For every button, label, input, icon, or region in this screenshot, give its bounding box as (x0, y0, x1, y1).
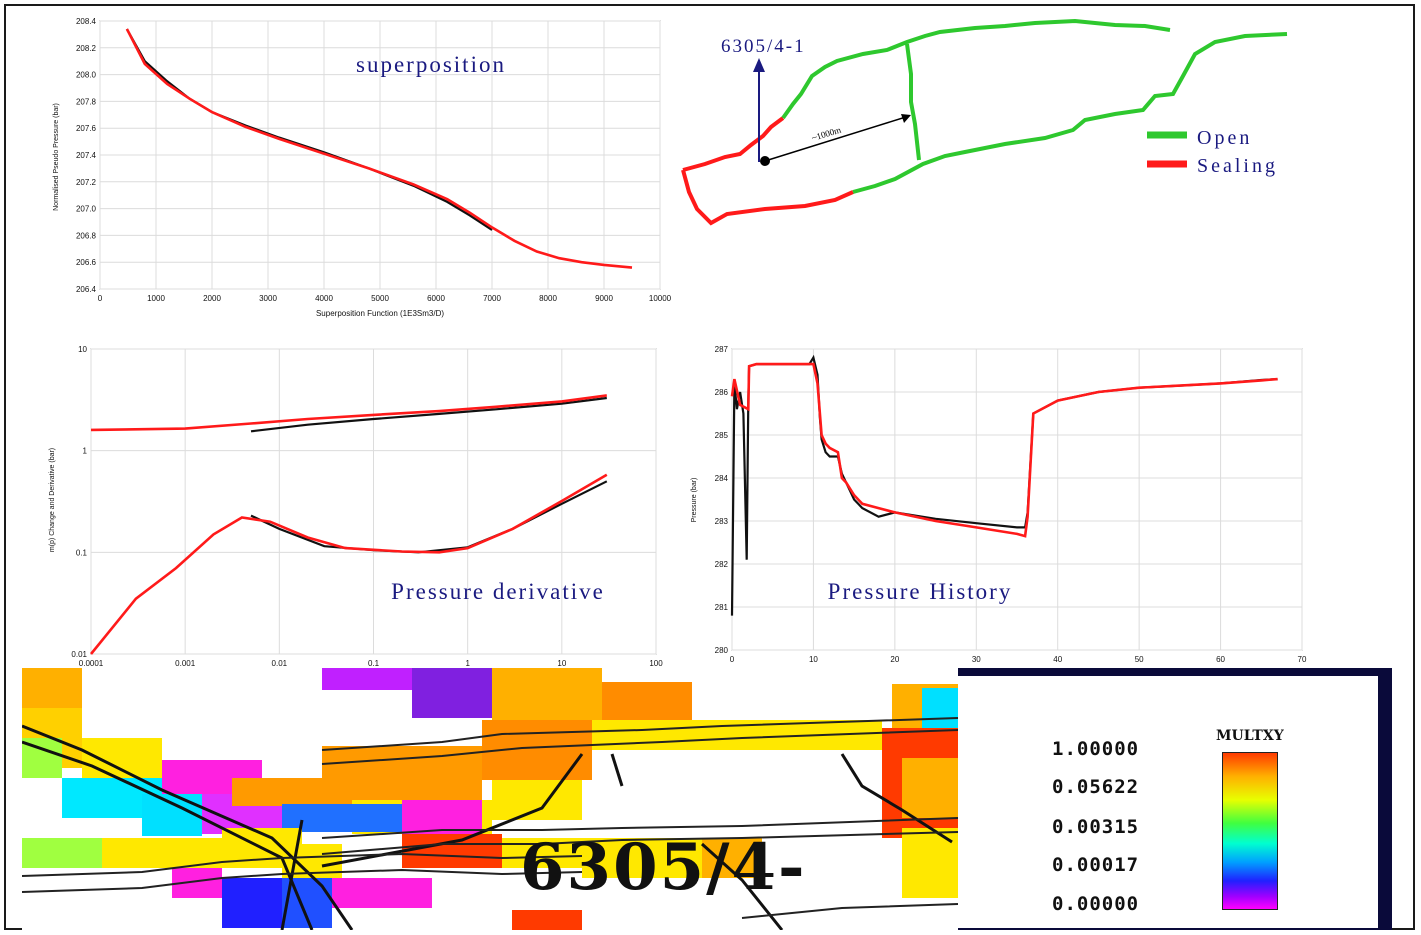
y-tick-label: 286 (715, 388, 729, 397)
y-tick-label: 284 (715, 474, 729, 483)
colorbar-title: MULTXY (1216, 728, 1284, 744)
colorbar-value: 0.00017 (1052, 854, 1140, 876)
x-tick-label: 50 (1135, 655, 1144, 664)
y-tick-label: 281 (715, 603, 729, 612)
plot-frame (731, 348, 1303, 651)
y-tick-label: 206.4 (76, 285, 97, 294)
x-tick-label: 7000 (483, 294, 501, 303)
pressure-derivative-chart: 10 1 0.1 0.01 0.0001 0.001 0.01 0.1 1 10 100 m(p)… (49, 345, 663, 668)
distance-label: ~1000m (811, 125, 842, 143)
y-tick-label: 208.4 (76, 17, 97, 26)
y-tick-label: 280 (715, 646, 729, 655)
x-tick-label: 0 (730, 655, 735, 664)
well-label: 6305/4-1 (721, 36, 806, 57)
x-tick-label: 100 (649, 659, 663, 668)
x-tick-label: 1000 (147, 294, 165, 303)
chart-title: superposition (356, 52, 506, 77)
x-tick-label: 4000 (315, 294, 333, 303)
y-tick-label: 208.0 (76, 71, 97, 80)
legend-open-label: Open (1197, 127, 1252, 149)
fault-traces (22, 724, 953, 930)
superposition-panel: 0 1000 2000 3000 4000 5000 6000 7000 8000 9000 100… (46, 12, 686, 322)
well-label: 6305/4- (520, 830, 807, 905)
y-axis-label: m(p) Change and Derivative (bar) (49, 448, 56, 552)
colorbar-value: 1.00000 (1052, 738, 1140, 760)
x-tick-label: 6000 (427, 294, 445, 303)
x-tick-label: 5000 (371, 294, 389, 303)
x-axis-label: Superposition Function (1E3Sm3/D) (316, 309, 444, 318)
x-tick-label: 10 (557, 659, 566, 668)
open-fault-upper (781, 18, 1171, 120)
well-arrow-head (753, 58, 765, 72)
fault-map-panel: 6305/4-1 ~1000m Open Sealing (675, 14, 1315, 234)
horizon-traces (22, 717, 959, 919)
y-tick-label: 1 (83, 447, 88, 456)
y-tick-label: 283 (715, 517, 729, 526)
series-line-0 (250, 396, 607, 433)
colorbar-value: 0.00000 (1052, 893, 1140, 915)
colorbar-gradient (1222, 752, 1278, 910)
colorbar-value: 0.00315 (1052, 816, 1140, 838)
y-axis-label: Pressure (bar) (691, 478, 698, 523)
x-tick-label: 2000 (203, 294, 221, 303)
colorbar-value: 0.05622 (1052, 776, 1140, 798)
y-tick-label: 207.8 (76, 97, 97, 106)
multxy-grid-panel: 6305/4- MULTXY 1.00000 0.05622 0.00315 0… (22, 668, 1392, 930)
chart-title: Pressure History (828, 579, 1013, 604)
y-tick-label: 207.6 (76, 124, 97, 133)
y-tick-label: 10 (78, 345, 87, 354)
superposition-chart: 0 1000 2000 3000 4000 5000 6000 7000 8000 9000 100… (53, 17, 672, 318)
x-tick-label: 10 (809, 655, 818, 664)
x-tick-label: 0.0001 (79, 659, 104, 668)
x-tick-label: 0.01 (272, 659, 288, 668)
pressure-derivative-panel: 10 1 0.1 0.01 0.0001 0.001 0.01 0.1 1 10 100 m(p)… (40, 340, 670, 670)
multxy-grid-map (22, 668, 959, 930)
y-tick-label: 207.0 (76, 205, 97, 214)
legend-sealing-label: Sealing (1197, 155, 1278, 177)
sealing-fault-lower (681, 169, 854, 226)
x-tick-label: 1 (465, 659, 470, 668)
y-tick-label: 208.2 (76, 44, 97, 53)
y-tick-label: 207.4 (76, 151, 97, 160)
x-tick-label: 20 (890, 655, 899, 664)
x-tick-label: 40 (1053, 655, 1062, 664)
x-tick-label: 0.1 (368, 659, 380, 668)
x-tick-label: 0.001 (175, 659, 196, 668)
y-tick-label: 287 (715, 345, 729, 354)
colorbar-legend: MULTXY 1.00000 0.05622 0.00315 0.00017 0… (958, 676, 1378, 928)
x-tick-label: 10000 (649, 294, 672, 303)
chart-title: Pressure derivative (391, 579, 605, 604)
y-axis-label: Normalised Pseudo Pressure (bar) (53, 103, 60, 211)
y-tick-label: 285 (715, 431, 729, 440)
y-tick-label: 207.2 (76, 178, 97, 187)
sealing-fault-upper (682, 116, 785, 172)
open-fault-lower (852, 32, 1288, 194)
x-tick-label: 70 (1298, 655, 1307, 664)
y-tick-label: 206.8 (76, 231, 97, 240)
pressure-history-chart: 287 286 285 284 283 282 281 280 0 10 20 30 40 50 60 70… (691, 345, 1307, 664)
series-line-1 (730, 362, 1278, 538)
y-tick-label: 0.01 (71, 650, 87, 659)
x-tick-label: 3000 (259, 294, 277, 303)
distance-arrow (764, 115, 910, 162)
distance-arrow-head (901, 114, 911, 123)
fault-map: 6305/4-1 ~1000m Open Sealing (681, 18, 1288, 226)
series-line-3 (89, 473, 608, 655)
x-tick-label: 9000 (595, 294, 613, 303)
series-line-1 (90, 394, 607, 432)
x-tick-label: 30 (972, 655, 981, 664)
y-tick-label: 0.1 (76, 548, 88, 557)
open-fault-cross (905, 43, 921, 161)
x-tick-label: 60 (1216, 655, 1225, 664)
pressure-history-panel: 287 286 285 284 283 282 281 280 0 10 20 30 40 50 60 70… (680, 340, 1320, 670)
y-tick-label: 282 (715, 560, 729, 569)
x-tick-label: 0 (98, 294, 103, 303)
y-tick-label: 206.6 (76, 258, 97, 267)
x-tick-label: 8000 (539, 294, 557, 303)
series-line-1 (125, 28, 633, 269)
